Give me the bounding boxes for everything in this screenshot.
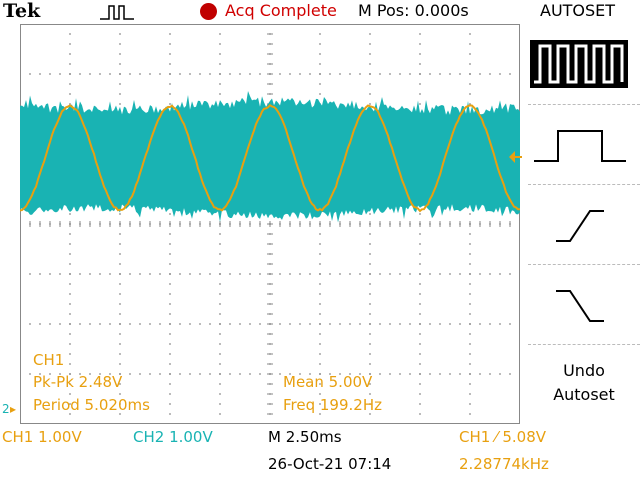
top-status-bar: Tek Acq Complete M Pos: 0.000s AUTOSET xyxy=(0,0,640,24)
horizontal-position: M Pos: 0.000s xyxy=(358,1,469,20)
measurement-channel: CH1 xyxy=(33,351,65,369)
falling-edge-icon xyxy=(556,290,604,322)
trigger-level-marker-icon xyxy=(509,151,522,163)
acquisition-status: Acq Complete xyxy=(225,1,337,20)
measurement-freq: Freq 199.2Hz xyxy=(283,396,382,414)
autoset-side-menu: Undo Autoset xyxy=(528,24,640,424)
acquisition-status-icon xyxy=(200,3,217,20)
ch2-ground-marker: 2 xyxy=(2,402,10,416)
measurement-pk-pk: Pk-Pk 2.48V xyxy=(33,373,123,391)
measurement-period: Period 5.020ms xyxy=(33,396,150,414)
trigger-pulse-icon xyxy=(100,5,134,20)
trigger-frequency: 2.28774kHz xyxy=(459,455,549,473)
waveform-display xyxy=(20,24,520,424)
datetime: 26-Oct-21 07:14 xyxy=(268,455,392,473)
timebase: M 2.50ms xyxy=(268,428,342,446)
ch1-ground-marker-icon: ▸ xyxy=(10,402,17,416)
measurement-mean: Mean 5.00V xyxy=(283,373,373,391)
ch2-waveform xyxy=(20,90,520,223)
ch1-scale: CH1 1.00V xyxy=(2,428,82,446)
option-falling-edge[interactable] xyxy=(528,264,640,345)
ch1-waveform xyxy=(20,104,520,213)
option-single-cycle[interactable] xyxy=(528,104,640,185)
single-pulse-icon xyxy=(534,130,626,162)
option-multi-cycle[interactable] xyxy=(528,24,640,104)
option-rising-edge[interactable] xyxy=(528,184,640,265)
undo-label-line2: Autoset xyxy=(553,385,615,404)
menu-title: AUTOSET xyxy=(540,1,616,20)
square-wave-multi-icon xyxy=(530,40,628,88)
ch2-scale: CH2 1.00V xyxy=(133,428,213,446)
brand-logo: Tek xyxy=(3,0,41,22)
rising-edge-icon xyxy=(556,210,604,242)
undo-label-line1: Undo xyxy=(563,361,605,380)
undo-autoset-button[interactable]: Undo Autoset xyxy=(528,344,640,425)
trigger-info: CH1 ⁄ 5.08V xyxy=(459,428,546,446)
